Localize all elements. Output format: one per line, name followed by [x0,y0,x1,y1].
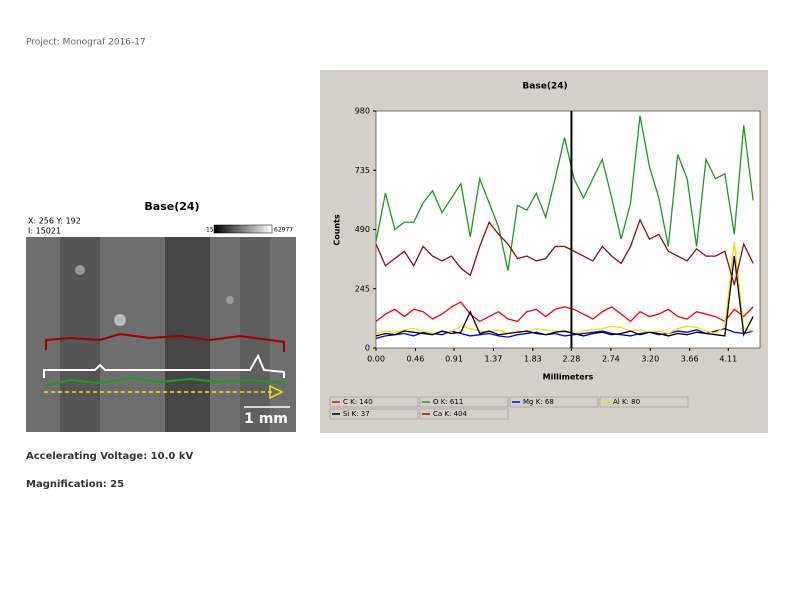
image-coords: X: 256 Y: 192 [28,217,81,226]
chart-title: Base(24) [522,82,567,92]
x-tick-label: 1.83 [524,355,542,364]
legend-label: Ca K: 404 [433,410,467,418]
legend-box [329,396,419,408]
x-axis-label: Millimeters [543,373,594,382]
plot-area [375,110,761,349]
series-line [375,115,754,271]
y-tick-label: 980 [355,107,370,116]
header: Project: Monograf 2016-17 [26,38,146,48]
y-tick-label: 735 [355,166,370,175]
y-tick-label: 0 [365,344,370,353]
x-tick-label: 4.11 [719,355,737,364]
legend-box [419,396,509,408]
series-line [375,327,754,339]
legend-label: Si K: 37 [343,410,370,418]
caption: Accelerating Voltage: 10.0 kV [26,451,193,462]
x-tick-label: 3.66 [681,355,699,364]
legend-box [329,408,419,420]
legend-label: Al K: 80 [613,398,640,406]
legend-label: C K: 140 [343,398,373,406]
legend-box [509,396,599,408]
x-tick-label: 3.20 [641,355,659,364]
x-tick-label: 2.74 [602,355,620,364]
x-tick-label: 0.00 [367,355,385,364]
caption: Magnification: 25 [26,479,124,490]
legend-label: O K: 611 [433,398,463,406]
scale-bar-label: 1 mm [244,411,288,427]
legend-box [599,396,689,408]
legend-box [419,408,509,420]
sem-image: 1 mm [26,237,296,432]
x-tick-label: 2.28 [563,355,581,364]
series-line [375,218,754,286]
colorbar [213,224,273,234]
series-line [375,256,754,337]
x-tick-label: 0.91 [445,355,463,364]
x-tick-label: 1.37 [485,355,503,364]
colorbar-max: 62977 [274,227,293,234]
x-tick-label: 0.46 [407,355,425,364]
y-tick-label: 490 [355,225,370,234]
legend-label: Mg K: 68 [523,398,554,406]
y-axis-label: Counts [333,214,342,246]
image-intensity: I: 15021 [28,227,61,236]
series-line [375,301,754,323]
y-tick-label: 245 [355,284,370,293]
image-title: Base(24) [144,200,199,213]
colorbar-min: 15 [206,227,214,234]
